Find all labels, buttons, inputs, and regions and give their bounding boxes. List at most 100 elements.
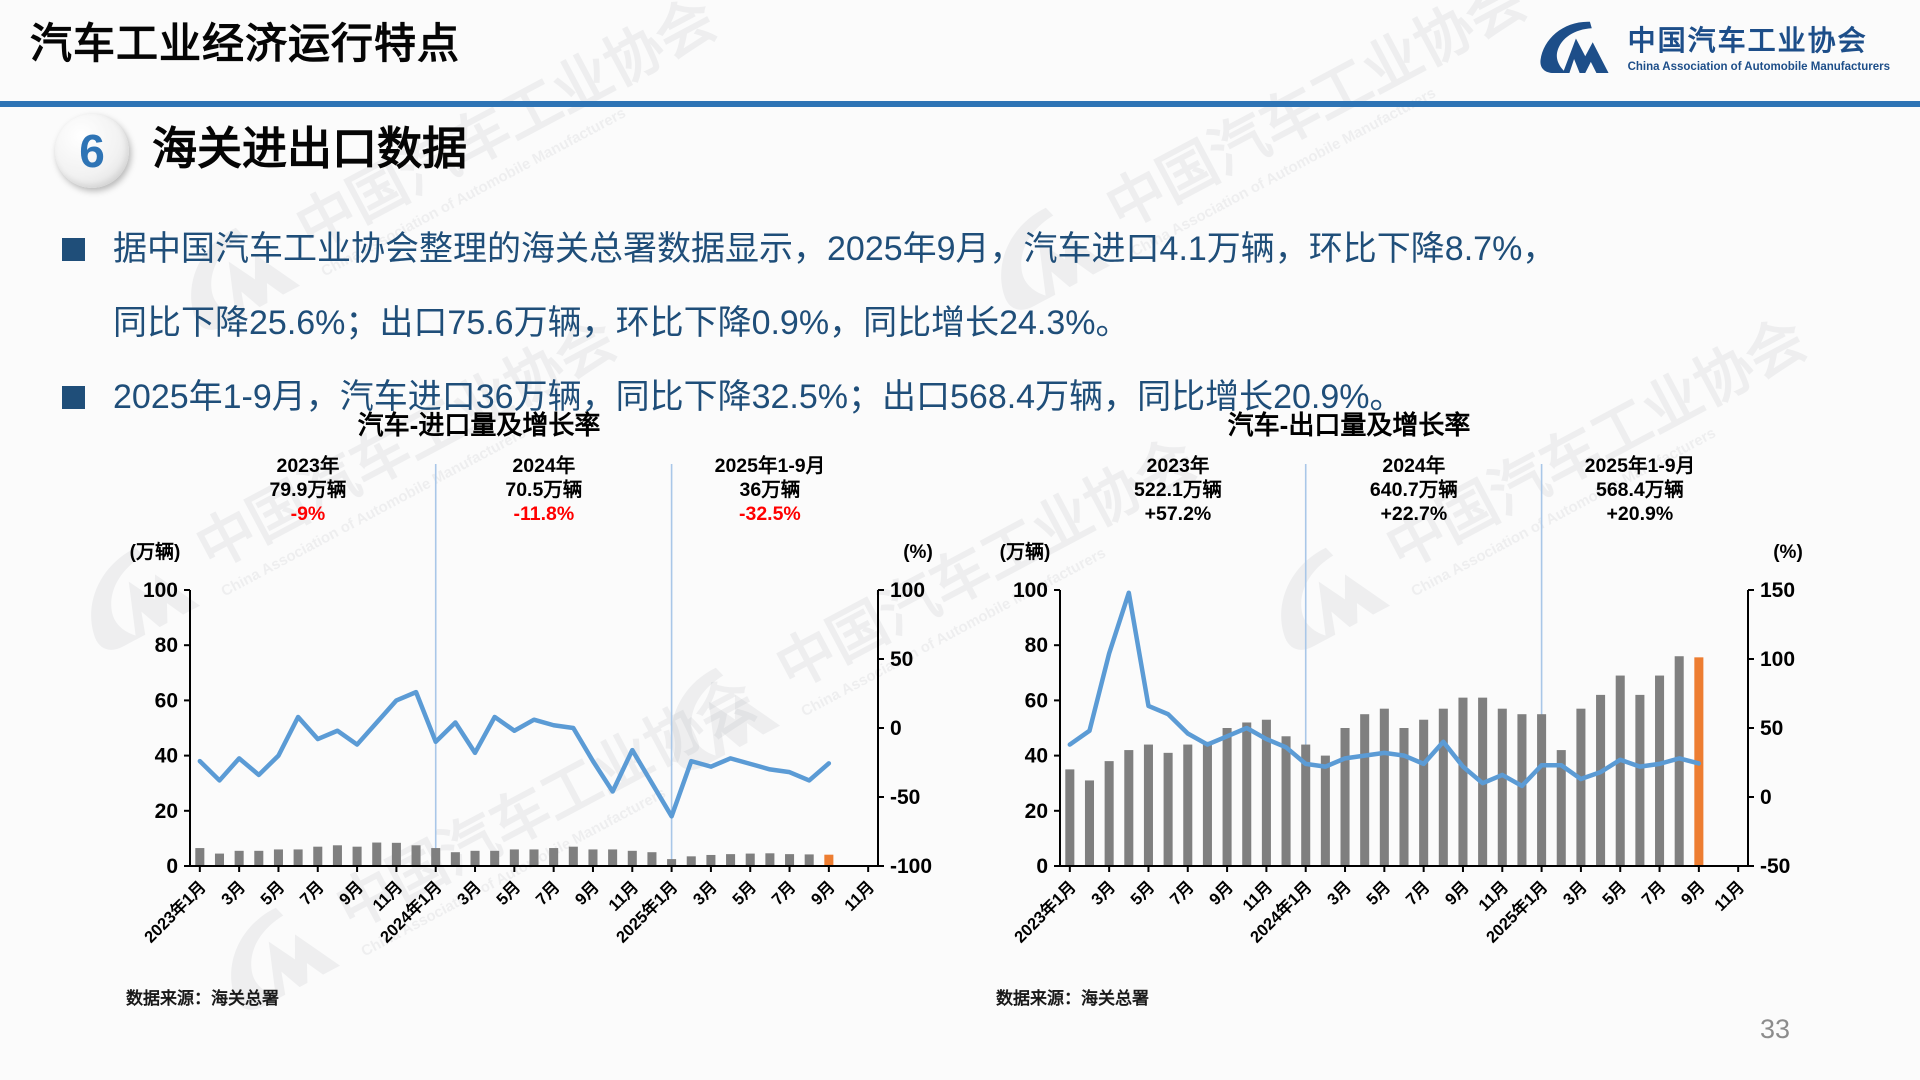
- bar-2023-01: [195, 848, 205, 866]
- bar-2025-02: [1556, 750, 1566, 866]
- bullet-square-icon: [62, 386, 85, 409]
- x-tick-label: 3月: [1559, 877, 1591, 909]
- bullet-square-icon: [62, 238, 85, 261]
- annotation-line: 2024年: [1382, 454, 1445, 477]
- x-tick-label: 7月: [768, 877, 800, 909]
- logo-name-en: China Association of Automobile Manufact…: [1627, 61, 1890, 73]
- annotation-line: 640.7万辆: [1370, 478, 1458, 501]
- left-tick-label: 40: [155, 745, 178, 768]
- bar-2024-08: [1438, 708, 1448, 866]
- bar-2023-12: [411, 845, 421, 866]
- bar-2025-01: [667, 859, 677, 866]
- annotation-growth-pct: +22.7%: [1380, 503, 1447, 525]
- right-tick-label: -50: [1760, 855, 1790, 878]
- bar-2023-05: [1143, 744, 1153, 866]
- left-tick-label: 0: [166, 855, 178, 878]
- growth-rate-line: [197, 689, 832, 819]
- right-tick-label: 150: [1760, 579, 1795, 602]
- left-tick-label: 20: [155, 800, 178, 823]
- left-axis-unit: (万辆): [130, 540, 181, 563]
- right-axis-unit: (%): [903, 542, 933, 563]
- left-axis-unit: (万辆): [1000, 540, 1051, 563]
- left-tick-label: 60: [155, 689, 178, 712]
- bar-2025-05: [745, 853, 755, 866]
- chart-title: 汽车-进口量及增长率: [358, 410, 601, 440]
- bar-2023-05: [273, 849, 283, 866]
- right-axis-unit: (%): [1773, 542, 1803, 563]
- bar-2025-04: [726, 854, 736, 866]
- x-tick-label: 9月: [1677, 877, 1709, 909]
- right-tick-label: 50: [1760, 717, 1783, 740]
- bar-2024-03: [470, 850, 480, 866]
- annotation-growth-pct: +57.2%: [1145, 503, 1212, 525]
- bar-2025-06: [765, 853, 775, 866]
- bar-2024-04: [1360, 714, 1370, 866]
- x-tick-label: 11月: [841, 877, 878, 914]
- section-number: 6: [79, 125, 105, 177]
- export-chart-block: 汽车-出口量及增长率 0 20 40 60 80 100 -50 0 50 100 150 (万辆) (%…: [930, 400, 1810, 1009]
- bar-2023-09: [352, 846, 362, 866]
- x-tick-label: 3月: [217, 877, 249, 909]
- import-chart: 汽车-进口量及增长率 0 20 40 60 80 100 -100 -50 0 50 100 (万辆) (…: [130, 410, 933, 947]
- bar-2024-06: [529, 849, 539, 866]
- section-number-badge: 6: [55, 114, 129, 188]
- bar-2023-11: [1261, 719, 1271, 866]
- x-tick-label: 3月: [453, 877, 485, 909]
- bar-2023-11: [391, 842, 401, 866]
- bar-2023-04: [1124, 750, 1134, 866]
- bar-2024-09: [1458, 697, 1468, 866]
- annotation-line: 36万辆: [740, 478, 801, 501]
- x-tick-label: 5月: [493, 877, 525, 909]
- bar-2024-02: [450, 852, 460, 866]
- bar-2023-08: [1202, 741, 1212, 866]
- left-tick-label: 100: [143, 579, 178, 602]
- right-tick-label: 100: [890, 579, 925, 602]
- annotation-growth-pct: -11.8%: [513, 503, 574, 525]
- bar-2024-12: [1517, 714, 1527, 866]
- x-tick-label: 5月: [257, 877, 289, 909]
- x-tick-label: 7月: [296, 877, 328, 909]
- bar-2023-01: [1065, 769, 1075, 866]
- bar-2023-10: [1242, 722, 1252, 866]
- import-chart-block: 汽车-进口量及增长率 0 20 40 60 80 100 -100 -50 0 50 100 (万辆) (…: [60, 400, 940, 1009]
- bar-2024-07: [1419, 719, 1429, 866]
- bar-2023-06: [293, 849, 303, 866]
- x-tick-label: 11月: [1711, 877, 1748, 914]
- x-tick-label: 2023年1月: [140, 877, 210, 947]
- bar-2025-08: [804, 854, 814, 866]
- bar-2024-01: [1301, 744, 1311, 866]
- right-tick-label: -50: [890, 786, 920, 809]
- bar-2023-02: [214, 853, 225, 866]
- left-tick-label: 0: [1036, 855, 1048, 878]
- x-tick-label: 5月: [1127, 877, 1159, 909]
- bar-2023-03: [234, 850, 244, 866]
- bar-2025-07: [1655, 675, 1665, 866]
- section-title: 海关进出口数据: [152, 123, 468, 174]
- right-tick-label: 100: [1760, 648, 1795, 671]
- export-chart: 汽车-出口量及增长率 0 20 40 60 80 100 -50 0 50 100 150 (万辆) (%…: [1000, 410, 1803, 947]
- bar-2023-08: [332, 845, 342, 866]
- bar-2025-03: [1576, 708, 1586, 866]
- bar-2024-06: [1399, 728, 1409, 866]
- caam-logo-icon: [1534, 16, 1616, 76]
- annotation-line: 79.9万辆: [269, 478, 346, 501]
- x-tick-label: 3月: [1087, 877, 1119, 909]
- right-tick-label: 50: [890, 648, 913, 671]
- left-tick-label: 80: [155, 634, 178, 657]
- bar-2024-07: [549, 848, 559, 866]
- bar-2025-03: [706, 854, 716, 866]
- annotation-line: 70.5万辆: [505, 478, 582, 501]
- bar-2023-10: [372, 842, 382, 866]
- data-source-note: 数据来源：海关总署: [126, 989, 279, 1008]
- right-tick-label: -100: [890, 855, 932, 878]
- bullet-item: 据中国汽车工业协会整理的海关总署数据显示，2025年9月，汽车进口4.1万辆，环…: [62, 212, 1622, 360]
- x-tick-label: 7月: [1638, 877, 1670, 909]
- x-tick-label: 7月: [1166, 877, 1198, 909]
- bullet-item: 2025年1-9月，汽车进口36万辆，同比下降32.5%；出口568.4万辆，同…: [62, 360, 1622, 434]
- annotation-growth-pct: -32.5%: [739, 503, 801, 525]
- x-tick-label: 3月: [1323, 877, 1355, 909]
- page-title: 汽车工业经济运行特点: [30, 20, 461, 67]
- bar-2023-04: [254, 850, 264, 866]
- bar-2024-11: [627, 850, 637, 866]
- x-tick-label: 5月: [1598, 877, 1630, 909]
